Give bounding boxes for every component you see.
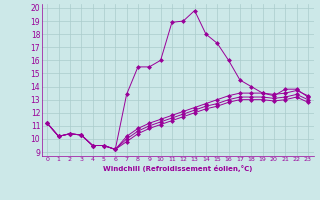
X-axis label: Windchill (Refroidissement éolien,°C): Windchill (Refroidissement éolien,°C)	[103, 165, 252, 172]
